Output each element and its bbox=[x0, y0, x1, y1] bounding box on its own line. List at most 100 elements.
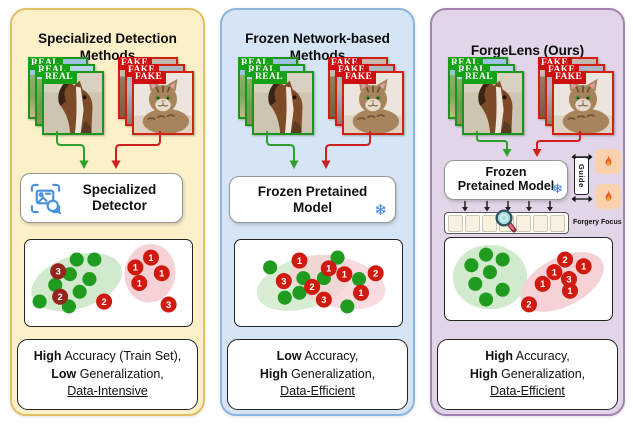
svg-text:1: 1 bbox=[581, 262, 586, 272]
real-dot bbox=[277, 290, 292, 305]
svg-text:3: 3 bbox=[166, 300, 171, 310]
svg-text:1: 1 bbox=[137, 278, 142, 288]
svg-text:2: 2 bbox=[102, 297, 107, 307]
real-tag: REAL bbox=[42, 71, 77, 85]
panel-specialized-methods: Specialized Detection Methods REAL REAL … bbox=[10, 8, 205, 416]
real-image-stack: REAL REAL REAL bbox=[448, 57, 524, 135]
fake-dot-1: 1 bbox=[153, 265, 170, 282]
guide-module: Guide bbox=[574, 157, 589, 195]
real-dot bbox=[479, 247, 494, 262]
summary-line: High Accuracy (Train Set), bbox=[33, 348, 182, 363]
fake-dot-2: 2 bbox=[520, 296, 537, 313]
svg-text:2: 2 bbox=[58, 292, 63, 302]
specialized-detector-box: Specialized Detector bbox=[20, 173, 183, 223]
real-dot bbox=[87, 252, 102, 267]
input-flow-arrows bbox=[56, 131, 161, 169]
fake-dot-1: 1 bbox=[575, 258, 592, 275]
real-tag: REAL bbox=[462, 71, 497, 85]
fake-dot-2: 2 bbox=[304, 278, 321, 295]
svg-text:3: 3 bbox=[321, 295, 326, 305]
svg-text:2: 2 bbox=[563, 255, 568, 265]
magnifier-icon bbox=[495, 209, 517, 233]
input-flow-arrows bbox=[476, 131, 581, 157]
feature-token bbox=[482, 214, 497, 232]
svg-text:3: 3 bbox=[566, 274, 571, 284]
panel-forgelens: ForgeLens (Ours) REAL REAL REAL FAKE FAK… bbox=[430, 8, 625, 416]
real-tag: REAL bbox=[252, 71, 287, 85]
svg-text:2: 2 bbox=[310, 282, 315, 292]
fake-photo-card: FAKE bbox=[552, 71, 614, 135]
summary-line: Data-Intensive bbox=[67, 384, 148, 399]
fake-tag: FAKE bbox=[132, 71, 167, 85]
fake-image-stack: FAKE FAKE FAKE bbox=[118, 57, 194, 135]
real-dot bbox=[495, 252, 510, 267]
fake-dot-3: 3 bbox=[275, 273, 292, 290]
fake-dot-2: 2 bbox=[557, 251, 574, 268]
real-image-stack: REAL REAL REAL bbox=[238, 57, 314, 135]
forgery-focus-label: Forgery Focus bbox=[573, 219, 622, 226]
real-dot bbox=[62, 267, 77, 282]
summary-box: High Accuracy, High Generalization, Data… bbox=[437, 339, 618, 410]
real-dot bbox=[69, 252, 84, 267]
real-dot bbox=[495, 282, 510, 297]
guide-arrow-icon bbox=[571, 195, 593, 203]
real-dot bbox=[48, 277, 63, 292]
fake-tag: FAKE bbox=[342, 71, 377, 85]
svg-text:3: 3 bbox=[56, 267, 61, 277]
real-dot bbox=[330, 250, 345, 265]
real-dot bbox=[292, 285, 307, 300]
svg-text:1: 1 bbox=[133, 263, 138, 273]
fake-dot-1: 1 bbox=[534, 275, 551, 292]
fake-dot-3: 3 bbox=[160, 296, 177, 313]
real-dot bbox=[263, 260, 278, 275]
real-dot bbox=[61, 299, 76, 314]
snowflake-icon: ❄ bbox=[374, 202, 387, 219]
fake-dot-1: 1 bbox=[320, 260, 337, 277]
real-dot bbox=[482, 265, 497, 280]
summary-line: Low Accuracy, bbox=[276, 348, 359, 363]
fake-dot-1: 1 bbox=[291, 252, 308, 269]
svg-text:1: 1 bbox=[567, 286, 572, 296]
real-dot bbox=[479, 292, 494, 307]
summary-line: Low Generalization, bbox=[51, 366, 164, 381]
svg-text:1: 1 bbox=[552, 267, 557, 277]
real-dot bbox=[72, 284, 87, 299]
feature-token bbox=[550, 214, 566, 232]
frozen-model-box: Frozen Pretained Model ❄ bbox=[229, 176, 396, 223]
fake-dot-1: 1 bbox=[142, 249, 160, 266]
guide-label: Guide bbox=[577, 164, 586, 188]
fake-dot-1: 1 bbox=[561, 282, 578, 299]
fake-dot-3: 3 bbox=[315, 291, 332, 308]
summary-line: High Accuracy, bbox=[485, 348, 570, 363]
real-photo-card: REAL bbox=[42, 71, 104, 135]
real-photo-card: REAL bbox=[462, 71, 524, 135]
feature-token bbox=[465, 214, 480, 232]
svg-text:2: 2 bbox=[526, 300, 531, 310]
panel-frozen-network-methods: Frozen Network-based Methods REAL REAL R… bbox=[220, 8, 415, 416]
fake-photo-card: FAKE bbox=[342, 71, 404, 135]
fire-icon bbox=[595, 184, 621, 209]
real-dot bbox=[340, 299, 355, 314]
fire-icon bbox=[595, 149, 621, 174]
svg-text:1: 1 bbox=[358, 288, 363, 298]
svg-text:1: 1 bbox=[148, 253, 153, 263]
model-label: Frozen Pretained Model bbox=[457, 165, 555, 193]
summary-box: High Accuracy (Train Set), Low Generaliz… bbox=[17, 339, 198, 410]
image-scan-icon bbox=[30, 183, 62, 214]
summary-line: Data-Efficient bbox=[490, 384, 565, 399]
fake-dot-1: 1 bbox=[131, 274, 148, 292]
fake-dot-2: 2 bbox=[52, 288, 69, 305]
real-dot bbox=[352, 272, 367, 287]
fake-tag: FAKE bbox=[552, 71, 587, 85]
svg-text:1: 1 bbox=[297, 256, 302, 266]
feature-token bbox=[448, 214, 463, 232]
fake-dot-3: 3 bbox=[561, 270, 578, 288]
fake-dot-2: 2 bbox=[96, 293, 113, 310]
summary-box: Low Accuracy, High Generalization, Data-… bbox=[227, 339, 408, 410]
real-image-stack: REAL REAL REAL bbox=[28, 57, 104, 135]
svg-text:1: 1 bbox=[159, 269, 164, 279]
svg-text:1: 1 bbox=[540, 279, 545, 289]
